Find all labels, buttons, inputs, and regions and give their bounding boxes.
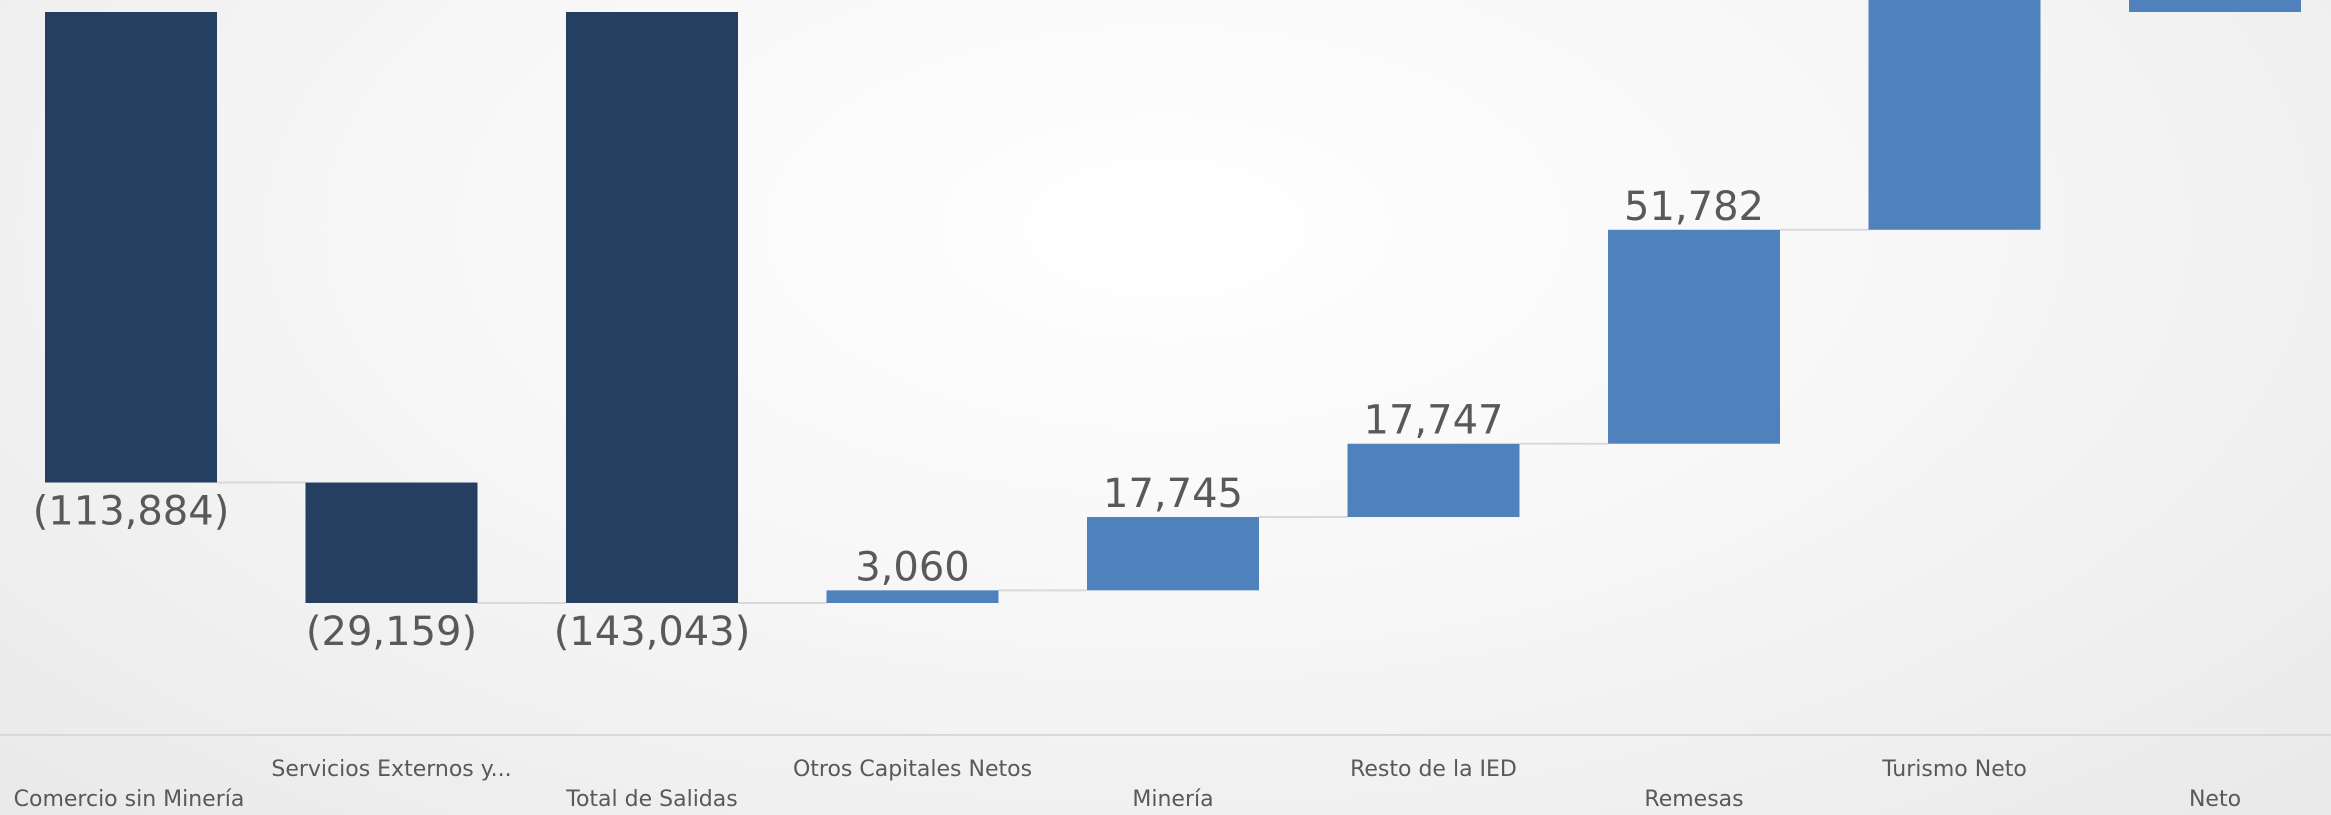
bar-remesas xyxy=(1608,229,1780,444)
connector-lines xyxy=(217,228,1869,604)
bars xyxy=(45,0,2301,603)
data-label-total-de-salidas: (143,043) xyxy=(554,609,751,655)
category-label-neto: Neto xyxy=(2189,787,2241,812)
bar-comercio-sin-mineria xyxy=(45,12,217,483)
category-label-mineria: Minería xyxy=(1132,787,1213,812)
data-label-mineria: 17,745 xyxy=(1103,471,1243,517)
data-label-resto-de-la-ied: 17,747 xyxy=(1364,398,1504,444)
bar-servicios-externos-y xyxy=(305,482,478,603)
bar-total-de-salidas xyxy=(566,12,738,603)
category-label-otros-capitales-netos: Otros Capitales Netos xyxy=(793,757,1032,782)
category-label-turismo-neto: Turismo Neto xyxy=(1881,757,2027,782)
bar-mineria xyxy=(1087,517,1259,591)
data-label-otros-capitales-netos: 3,060 xyxy=(855,544,970,590)
category-label-remesas: Remesas xyxy=(1644,787,1743,812)
data-label-servicios-externos-y: (29,159) xyxy=(306,609,477,655)
category-label-total-de-salidas: Total de Salidas xyxy=(565,787,737,812)
bar-turismo-neto xyxy=(1868,0,2041,230)
bar-resto-de-la-ied xyxy=(1347,443,1520,518)
category-label-resto-de-la-ied: Resto de la IED xyxy=(1350,757,1517,782)
data-label-remesas: 51,782 xyxy=(1624,184,1764,230)
bar-otros-capitales-netos xyxy=(826,590,999,603)
data-label-comercio-sin-mineria: (113,884) xyxy=(33,489,230,535)
data-labels: (113,884) (29,159) (143,043) 3,060 17,745 17,… xyxy=(33,184,1764,655)
bar-neto xyxy=(2129,0,2301,12)
category-labels: Comercio sin Minería Servicios Externos y… xyxy=(14,757,2241,812)
category-label-servicios-externos-y: Servicios Externos y... xyxy=(271,757,511,782)
category-label-comercio-sin-mineria: Comercio sin Minería xyxy=(14,787,245,812)
